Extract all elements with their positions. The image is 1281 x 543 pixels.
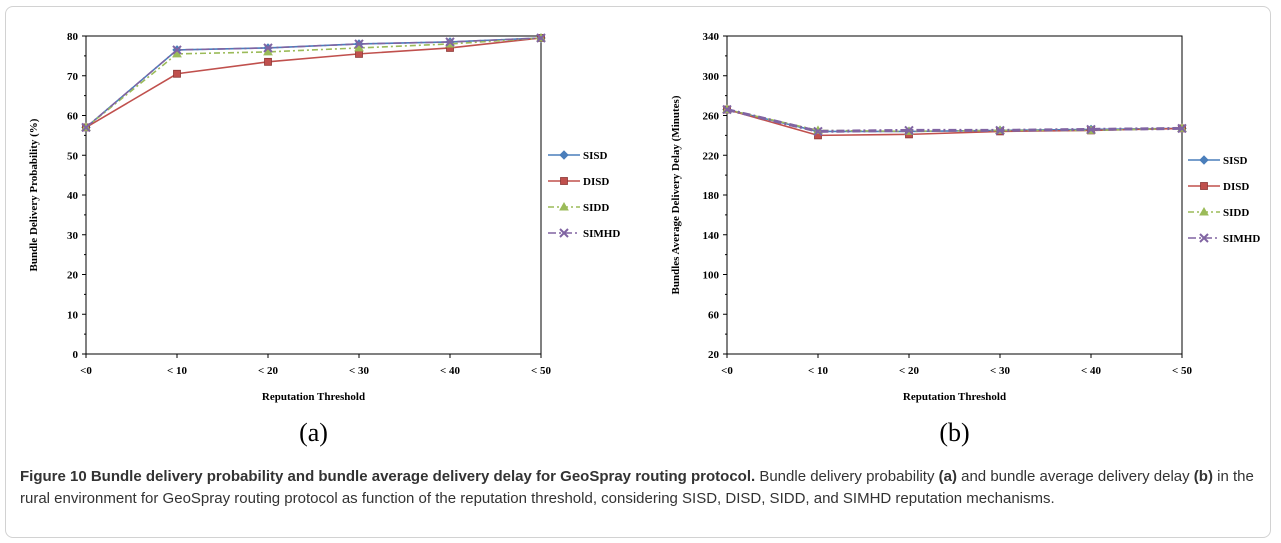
y-tick-label-a: 60 <box>67 111 79 123</box>
y-tick-label-a: 30 <box>67 230 79 242</box>
series-line-simhd-b <box>726 108 1183 133</box>
legend-label-sidd-b: SIDD <box>1223 207 1249 219</box>
caption-label-a: (a) <box>938 468 957 485</box>
data-point-simhd-b <box>1086 124 1096 135</box>
legend-marker-simhd-a <box>559 228 569 238</box>
figure-caption: Figure 10 Bundle delivery probability an… <box>20 466 1260 510</box>
y-tick-label-a: 10 <box>67 309 79 321</box>
legend-label-sisd-b: SISD <box>1223 155 1248 167</box>
series-line-simhd-a <box>85 37 542 129</box>
x-tick-label-a: < 40 <box>440 365 461 377</box>
y-tick-label-a: 20 <box>67 270 79 282</box>
y-tick-label-a: 80 <box>67 31 79 43</box>
y-tick-label-b: 220 <box>703 150 720 162</box>
data-point-simhd-a <box>354 39 364 49</box>
data-point-simhd-a <box>536 33 546 43</box>
y-tick-label-b: 100 <box>703 270 720 282</box>
x-tick-label-b: <0 <box>721 365 733 377</box>
x-tick-label-b: < 40 <box>1081 365 1102 377</box>
legend-label-sidd-a: SIDD <box>583 202 609 214</box>
legend-marker-sisd-b <box>1199 155 1209 165</box>
y-tick-label-a: 70 <box>67 71 79 83</box>
caption-text-3: in the rural environment for GeoSpray ro… <box>20 468 1254 507</box>
x-tick-label-a: < 50 <box>531 365 552 377</box>
x-tick-label-a: < 10 <box>167 365 188 377</box>
data-point-sidd-a <box>354 42 364 52</box>
data-point-simhd-a <box>172 45 182 55</box>
legend-marker-sisd-a <box>559 150 569 160</box>
data-point-simhd-b <box>1177 123 1187 134</box>
legend-label-simhd-b: SIMHD <box>1223 233 1260 245</box>
data-point-disd-a <box>264 57 272 66</box>
figure-frame <box>5 6 1271 538</box>
data-point-simhd-b <box>904 125 914 136</box>
y-tick-label-b: 180 <box>703 190 720 202</box>
data-point-sidd-a <box>172 48 182 58</box>
panel-label-b: (b) <box>939 418 969 447</box>
legend-label-disd-a: DISD <box>583 176 609 188</box>
series-line-disd-a <box>85 37 542 129</box>
y-tick-label-b: 340 <box>703 31 720 43</box>
caption-label-b: (b) <box>1193 468 1213 485</box>
x-axis-title-a: Reputation Threshold <box>262 391 365 403</box>
data-point-simhd-b <box>995 125 1005 136</box>
y-tick-label-a: 0 <box>73 349 79 361</box>
caption-text-1: Bundle delivery probability <box>755 468 939 485</box>
legend-marker-disd-b <box>1200 182 1208 190</box>
legend-marker-sidd-a <box>559 201 569 211</box>
caption-title: Figure 10 Bundle delivery probability an… <box>20 468 756 485</box>
data-point-simhd-b <box>813 126 823 137</box>
legend-label-disd-b: DISD <box>1223 181 1249 193</box>
series-line-sidd-a <box>85 37 542 129</box>
x-tick-label-b: < 10 <box>808 365 829 377</box>
caption-text-2: and bundle average delivery delay <box>956 468 1194 485</box>
x-axis-title-b: Reputation Threshold <box>903 391 1006 403</box>
y-tick-label-b: 20 <box>708 349 720 361</box>
y-tick-label-b: 300 <box>703 71 720 83</box>
y-tick-label-b: 60 <box>708 309 720 321</box>
plot-area-a <box>85 35 542 355</box>
data-point-sidd-a <box>263 46 273 56</box>
data-point-simhd-b <box>722 104 732 115</box>
y-axis-title-b: Bundles Average Delivery Delay (Minutes) <box>670 95 682 294</box>
y-tick-label-a: 40 <box>67 190 79 202</box>
legend-marker-disd-a <box>560 177 568 185</box>
x-tick-label-b: < 30 <box>990 365 1011 377</box>
x-tick-label-a: < 20 <box>258 365 279 377</box>
y-tick-label-b: 140 <box>703 230 720 242</box>
y-tick-label-a: 50 <box>67 150 79 162</box>
data-point-simhd-a <box>445 37 455 47</box>
x-tick-label-b: < 20 <box>899 365 920 377</box>
data-point-disd-a <box>173 69 181 78</box>
plot-area-b <box>726 35 1183 355</box>
series-line-sisd-a <box>85 37 542 129</box>
legend-label-sisd-a: SISD <box>583 150 608 162</box>
x-tick-label-b: < 50 <box>1172 365 1193 377</box>
data-point-simhd-a <box>81 122 91 133</box>
data-point-disd-a <box>355 49 363 58</box>
panel-label-a: (a) <box>299 418 328 447</box>
x-tick-label-a: <0 <box>80 365 92 377</box>
y-tick-label-b: 260 <box>703 111 720 123</box>
legend-marker-simhd-b <box>1199 233 1209 243</box>
x-tick-label-a: < 30 <box>349 365 370 377</box>
data-point-simhd-a <box>263 43 273 53</box>
figure-charts: 0 10 20 30 40 50 60 70 80 <0 < 10 < 20 < 30 < 40 < 50 R… <box>28 31 1260 447</box>
legend-marker-sidd-b <box>1199 206 1209 216</box>
legend-label-simhd-a: SIMHD <box>583 228 620 240</box>
y-axis-title-a: Bundle Delivery Probability (%) <box>28 118 40 271</box>
